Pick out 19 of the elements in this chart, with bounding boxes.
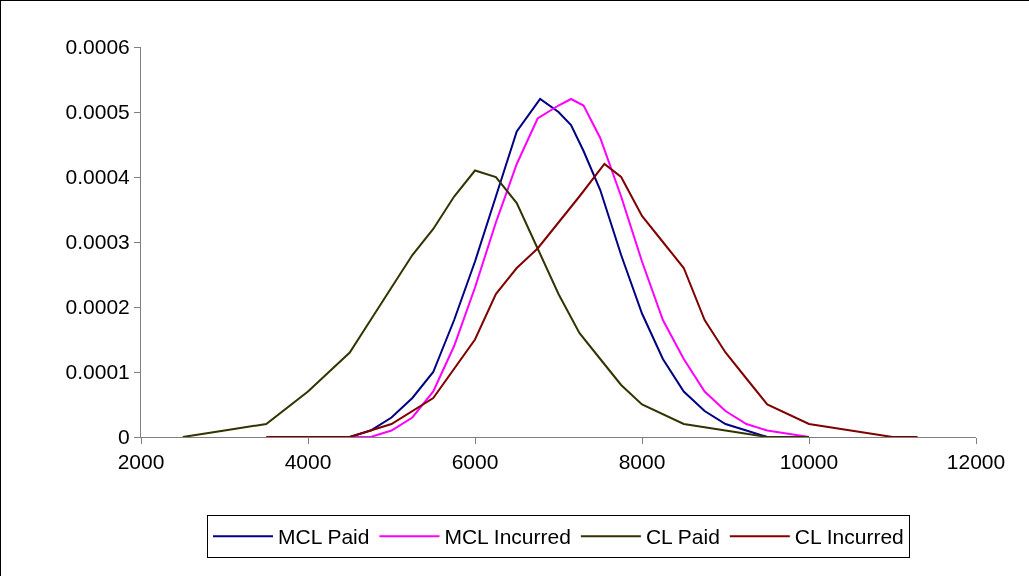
y-tick-label: 0.0004 bbox=[65, 165, 131, 189]
line-series bbox=[181, 169, 810, 437]
y-tick-label: 0.0001 bbox=[65, 360, 130, 384]
y-tick-label: 0.0005 bbox=[65, 100, 130, 124]
line-series bbox=[265, 163, 919, 437]
x-tick-label: 8000 bbox=[618, 450, 666, 474]
y-tick-label: 0.0003 bbox=[65, 230, 130, 254]
y-tick-label: 0 bbox=[118, 425, 130, 449]
x-tick-label: 4000 bbox=[284, 450, 332, 474]
legend-label: MCL Incurred bbox=[444, 525, 571, 549]
legend-label: MCL Paid bbox=[278, 525, 370, 549]
x-tick-label: 6000 bbox=[451, 450, 499, 474]
legend-label: CL Paid bbox=[645, 525, 720, 549]
x-tick-label: 10000 bbox=[779, 450, 839, 474]
x-tick-label: 12000 bbox=[946, 450, 1006, 474]
x-tick-label: 2000 bbox=[117, 450, 165, 474]
y-tick-label: 0.0002 bbox=[65, 295, 130, 319]
y-tick-label: 0.0006 bbox=[65, 35, 130, 59]
legend-label: CL Incurred bbox=[794, 525, 904, 549]
